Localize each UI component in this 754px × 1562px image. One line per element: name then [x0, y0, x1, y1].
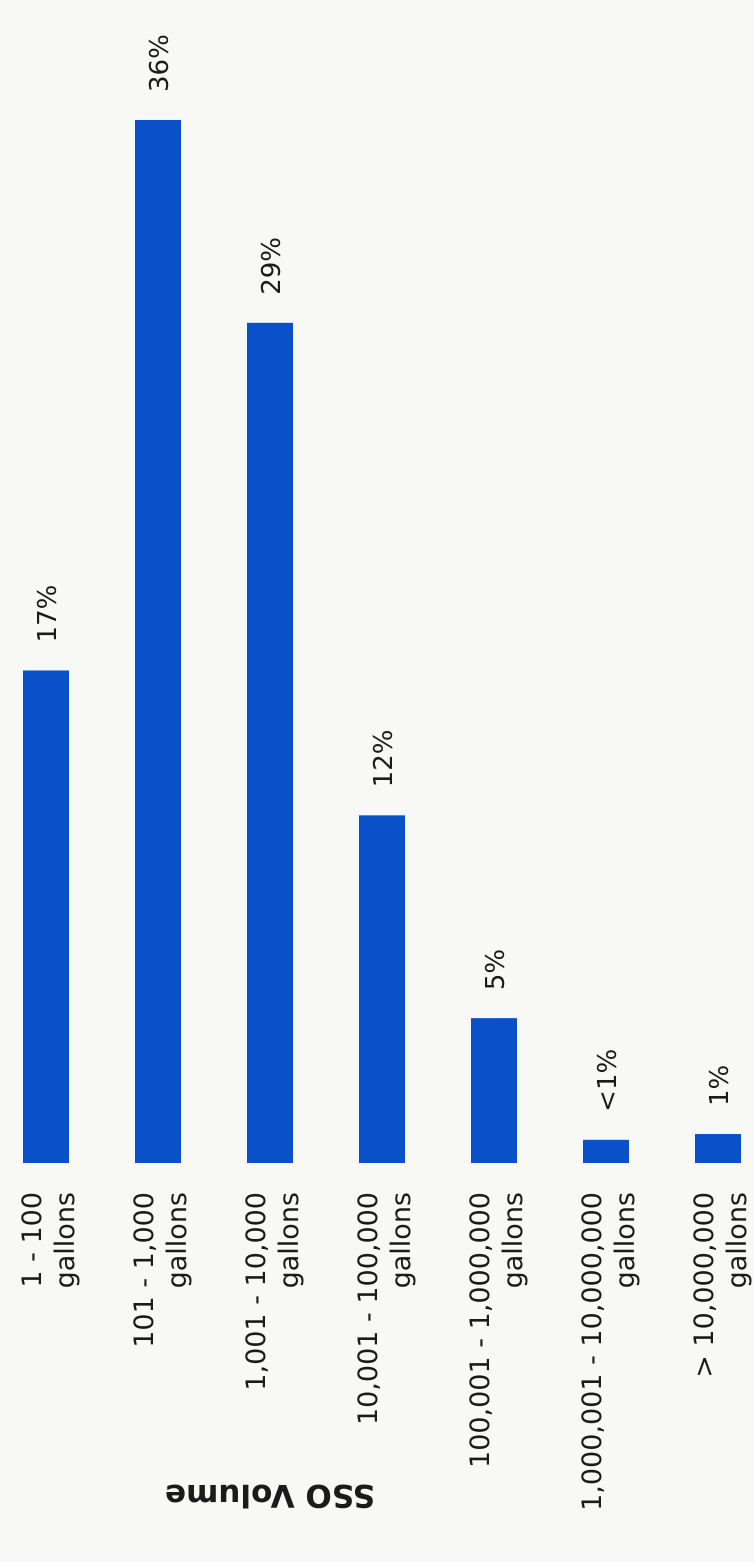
- category-label: gallons: [274, 1192, 305, 1288]
- category-label: > 10,000,000: [689, 1192, 720, 1378]
- bar: [23, 670, 69, 1163]
- category-label: 1,000,001 - 10,000,000: [577, 1192, 608, 1511]
- value-label: 36%: [145, 34, 175, 92]
- bar: [471, 1018, 517, 1163]
- category-labels-group: 1 - 100 gallons 101 - 1,000 gallons 1,001 - …: [17, 1192, 753, 1511]
- category-label: 100,001 - 1,000,000: [465, 1192, 496, 1468]
- value-label: 1%: [705, 1065, 735, 1106]
- bar: [583, 1139, 629, 1163]
- category-label: 101 - 1,000: [129, 1192, 160, 1348]
- category-label: 1,001 - 10,000: [241, 1192, 272, 1391]
- category-label: 10,001 - 100,000: [353, 1192, 384, 1425]
- bars-group: [23, 120, 741, 1163]
- value-labels-group: 17% 36% 29% 12% 5% <1% 1%: [33, 34, 735, 1112]
- category-label: gallons: [386, 1192, 417, 1288]
- value-label: <1%: [593, 1049, 623, 1112]
- bar: [135, 120, 181, 1163]
- bar: [695, 1134, 741, 1163]
- value-label: 29%: [257, 237, 287, 295]
- category-label: gallons: [498, 1192, 529, 1288]
- bar: [359, 815, 405, 1163]
- bar: [247, 322, 293, 1163]
- category-label: gallons: [50, 1192, 81, 1288]
- value-label: 12%: [369, 730, 399, 788]
- value-label: 17%: [33, 585, 63, 643]
- category-label: gallons: [610, 1192, 641, 1288]
- value-label: 5%: [481, 949, 511, 990]
- category-label: 1 - 100: [17, 1192, 48, 1288]
- category-label: gallons: [162, 1192, 193, 1288]
- category-label: gallons: [722, 1192, 753, 1288]
- x-axis-title: SSO Volume: [165, 1477, 375, 1513]
